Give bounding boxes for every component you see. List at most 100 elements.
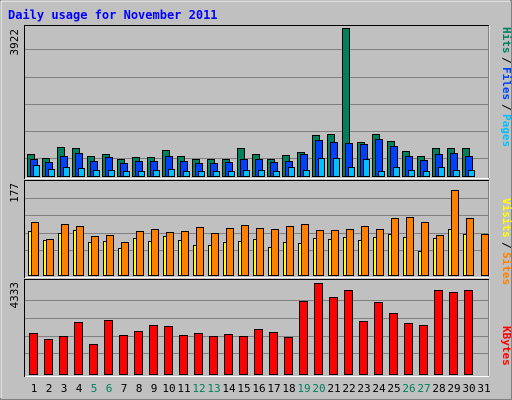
bar-pages-day-4 <box>78 168 85 177</box>
bar-kbytes-day-10 <box>164 326 173 375</box>
bar-pages-day-10 <box>168 169 175 177</box>
bar-pages-day-23 <box>363 159 370 177</box>
bar-sites-day-5 <box>91 236 99 276</box>
bar-kbytes-day-13 <box>209 336 218 375</box>
bar-kbytes-day-27 <box>419 325 428 375</box>
panel2-bars <box>28 190 489 276</box>
x-tick-label: 1 <box>31 382 38 395</box>
bar-kbytes-day-25 <box>389 313 398 375</box>
bar-sites-day-16 <box>256 228 264 276</box>
x-tick-label: 15 <box>237 382 250 395</box>
bar-pages-day-28 <box>438 167 445 177</box>
panel-kbytes: 4333 KBytes <box>8 279 512 377</box>
x-tick-label: 10 <box>162 382 175 395</box>
bar-kbytes-day-11 <box>179 335 188 375</box>
panel1-legend: Hits / Files / Pages <box>500 27 512 147</box>
x-tick-label: 29 <box>447 382 460 395</box>
legend-sites: Sites <box>500 252 512 285</box>
bar-kbytes-day-21 <box>329 297 338 375</box>
x-tick-label: 26 <box>402 382 415 395</box>
bar-pages-day-21 <box>333 158 340 177</box>
bar-kbytes-day-22 <box>344 290 353 375</box>
bar-kbytes-day-16 <box>254 329 263 375</box>
bar-kbytes-day-18 <box>284 337 293 375</box>
panel-hits-files-pages: 3922 Hits / Files / Pages <box>8 25 512 179</box>
x-tick-label: 31 <box>477 382 490 395</box>
bar-kbytes-day-26 <box>404 323 413 375</box>
x-tick-label: 6 <box>106 382 113 395</box>
x-tick-label: 5 <box>91 382 98 395</box>
bar-pages-day-5 <box>93 170 100 177</box>
bar-sites-day-12 <box>196 227 204 276</box>
bar-kbytes-day-23 <box>359 321 368 375</box>
bar-kbytes-day-24 <box>374 302 383 375</box>
bar-sites-day-14 <box>226 228 234 276</box>
bar-kbytes-day-3 <box>59 336 68 375</box>
x-tick-label: 18 <box>282 382 295 395</box>
chart-title: Daily usage for November 2011 <box>8 8 218 22</box>
x-tick-label: 20 <box>312 382 325 395</box>
panel1-bars <box>27 28 475 177</box>
bar-kbytes-day-4 <box>74 322 83 375</box>
panel3-legend: KBytes <box>500 326 512 366</box>
bar-pages-day-16 <box>258 170 265 177</box>
bar-sites-day-22 <box>346 229 354 276</box>
bar-kbytes-day-2 <box>44 339 53 375</box>
bar-pages-day-7 <box>123 171 130 177</box>
bar-sites-day-13 <box>211 233 219 276</box>
bar-sites-day-17 <box>271 229 279 276</box>
x-tick-label: 2 <box>46 382 53 395</box>
bar-kbytes-day-14 <box>224 334 233 375</box>
bar-pages-day-30 <box>468 170 475 177</box>
bar-sites-day-24 <box>376 229 384 276</box>
x-tick-label: 4 <box>76 382 83 395</box>
x-tick-label: 12 <box>192 382 205 395</box>
x-tick-label: 8 <box>136 382 143 395</box>
bar-pages-day-17 <box>273 171 280 177</box>
bar-pages-day-2 <box>48 169 55 177</box>
bar-sites-day-31 <box>481 234 489 276</box>
bar-pages-day-14 <box>228 171 235 177</box>
bar-kbytes-day-19 <box>299 301 308 375</box>
bar-sites-day-1 <box>31 222 39 276</box>
bar-sites-day-11 <box>181 231 189 276</box>
bar-kbytes-day-7 <box>119 335 128 375</box>
panel3-bars <box>29 283 473 375</box>
bar-kbytes-day-15 <box>239 336 248 375</box>
bar-kbytes-day-6 <box>104 320 113 375</box>
x-tick-label: 11 <box>177 382 190 395</box>
bar-kbytes-day-8 <box>134 331 143 375</box>
bar-kbytes-day-28 <box>434 290 443 375</box>
bar-sites-day-20 <box>316 230 324 276</box>
bar-sites-day-26 <box>406 217 414 276</box>
bar-pages-day-6 <box>108 170 115 177</box>
bar-sites-day-8 <box>136 231 144 276</box>
bar-sites-day-28 <box>436 235 444 276</box>
bar-sites-day-7 <box>121 242 129 276</box>
bar-pages-day-11 <box>183 171 190 177</box>
bar-pages-day-9 <box>153 170 160 177</box>
legend-pages: Pages <box>500 114 512 147</box>
x-tick-label: 27 <box>417 382 430 395</box>
bar-kbytes-day-9 <box>149 325 158 375</box>
x-tick-label: 9 <box>151 382 158 395</box>
x-tick-label: 28 <box>432 382 445 395</box>
bar-pages-day-3 <box>63 167 70 177</box>
panel3-ymax-label: 4333 <box>8 282 21 309</box>
bar-sites-day-19 <box>301 224 309 276</box>
bar-sites-day-2 <box>46 239 54 276</box>
bar-sites-day-23 <box>361 226 369 276</box>
legend-hits: Hits <box>500 27 512 54</box>
bar-pages-day-1 <box>33 165 40 177</box>
x-tick-label: 3 <box>61 382 68 395</box>
x-tick-label: 14 <box>222 382 236 395</box>
x-tick-label: 24 <box>372 382 386 395</box>
x-tick-label: 13 <box>207 382 220 395</box>
bar-pages-day-24 <box>378 171 385 177</box>
x-tick-label: 21 <box>327 382 340 395</box>
bar-pages-day-13 <box>213 171 220 177</box>
bar-kbytes-day-30 <box>464 290 473 375</box>
x-tick-label: 16 <box>252 382 265 395</box>
bar-pages-day-29 <box>453 170 460 177</box>
